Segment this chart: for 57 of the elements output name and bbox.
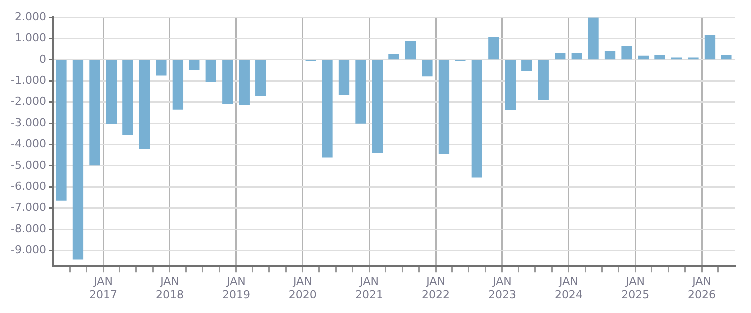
y-tick-label: 1.000 bbox=[14, 32, 46, 45]
y-tick-label: -6.000 bbox=[10, 180, 46, 193]
bar bbox=[588, 18, 599, 60]
bar bbox=[189, 60, 200, 70]
bar bbox=[206, 60, 216, 82]
bar bbox=[522, 60, 532, 72]
bar bbox=[572, 53, 582, 60]
bar bbox=[90, 60, 100, 166]
x-tick-label: JAN 2017 bbox=[90, 275, 118, 302]
y-tick-label: -3.000 bbox=[10, 116, 46, 130]
bar bbox=[239, 60, 250, 106]
bar bbox=[472, 60, 482, 178]
x-tick-label: JAN 2026 bbox=[688, 275, 716, 302]
bar bbox=[356, 60, 366, 124]
x-tick-label: JAN 2023 bbox=[488, 275, 516, 302]
bar bbox=[122, 60, 134, 136]
bar bbox=[604, 51, 616, 60]
bar bbox=[172, 60, 184, 110]
bar bbox=[256, 60, 266, 96]
y-tick-label: -2.000 bbox=[10, 95, 46, 108]
x-tick-label: JAN 2025 bbox=[622, 275, 650, 302]
bar bbox=[139, 60, 150, 150]
x-tick-label: JAN 2021 bbox=[356, 275, 384, 302]
bar bbox=[638, 56, 650, 60]
bar bbox=[72, 60, 84, 260]
x-tick-label: JAN 2019 bbox=[222, 275, 250, 302]
bar bbox=[222, 60, 234, 104]
bar bbox=[388, 54, 400, 60]
y-tick-label: -9.000 bbox=[10, 244, 46, 257]
bar bbox=[405, 41, 416, 60]
y-tick-label: -5.000 bbox=[10, 158, 46, 172]
bar bbox=[622, 46, 632, 60]
y-tick-label: -4.000 bbox=[10, 138, 46, 151]
y-tick-label: -1.000 bbox=[10, 74, 46, 88]
x-tick-label: JAN 2020 bbox=[288, 275, 317, 302]
bar bbox=[156, 60, 167, 76]
bar bbox=[322, 60, 333, 158]
y-tick-label: -7.000 bbox=[10, 201, 46, 214]
bar bbox=[654, 54, 666, 60]
bar bbox=[106, 60, 118, 124]
bar bbox=[372, 60, 384, 154]
x-tick-label: JAN 2022 bbox=[422, 275, 450, 302]
bar bbox=[338, 60, 350, 96]
bar bbox=[488, 37, 500, 60]
bar bbox=[505, 60, 516, 110]
x-tick-label: JAN 2024 bbox=[554, 275, 583, 302]
bar bbox=[438, 60, 450, 154]
bar bbox=[704, 35, 716, 60]
bar bbox=[538, 60, 549, 100]
y-tick-label: 0 bbox=[39, 52, 46, 66]
x-tick-label: JAN 2018 bbox=[156, 275, 184, 302]
bar bbox=[721, 54, 732, 60]
bar bbox=[555, 53, 566, 60]
y-tick-label: -8.000 bbox=[10, 222, 46, 236]
bar bbox=[422, 60, 433, 77]
y-tick-label: 2.000 bbox=[14, 10, 46, 24]
bar bbox=[56, 60, 67, 201]
